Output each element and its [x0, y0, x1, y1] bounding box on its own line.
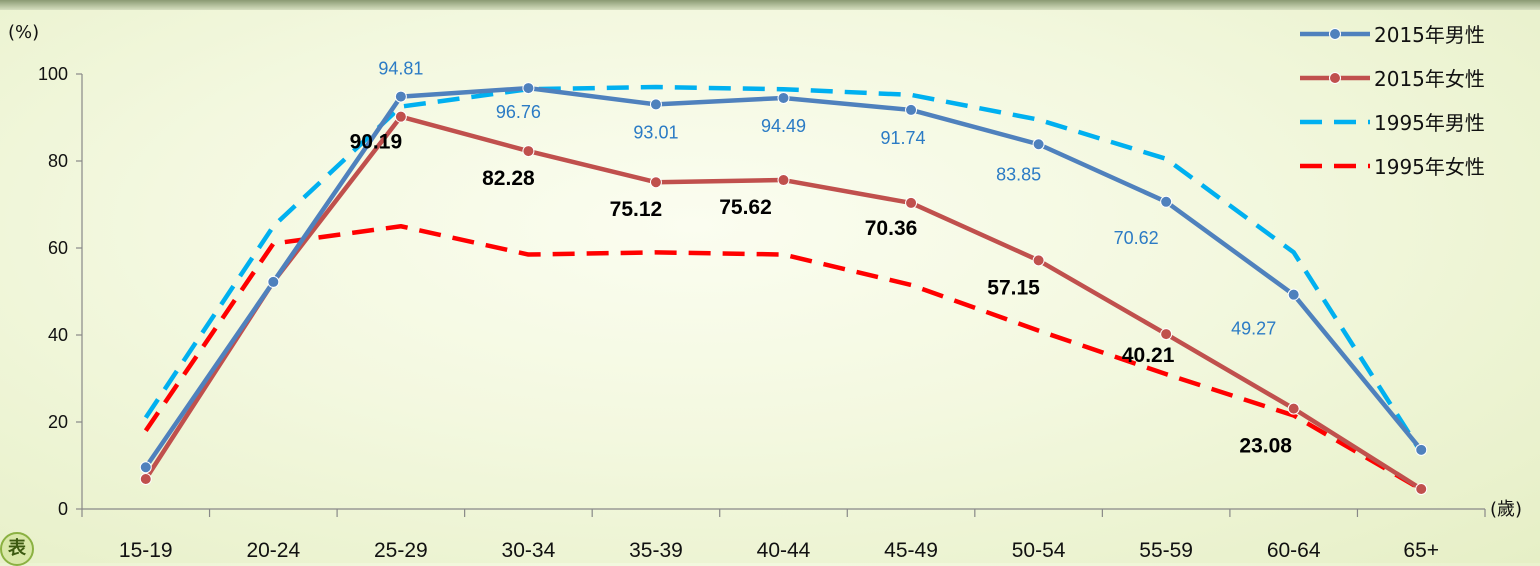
legend-label: 2015年男性 [1374, 23, 1485, 47]
y-tick-label: 40 [48, 325, 68, 345]
data-point [522, 145, 535, 158]
data-label-2015-female: 57.15 [987, 276, 1040, 299]
x-tick-label: 35-39 [629, 539, 683, 562]
data-label-2015-male: 94.49 [761, 116, 806, 136]
x-tick-label: 30-34 [502, 539, 556, 562]
data-point [1032, 254, 1045, 267]
data-label-2015-female: 82.28 [482, 167, 535, 190]
data-point [649, 98, 662, 111]
x-tick-label: 40-44 [757, 539, 811, 562]
series-line-2015年女性 [143, 114, 1423, 491]
data-point [777, 91, 790, 104]
legend-label: 2015年女性 [1374, 67, 1485, 91]
data-label-2015-male: 96.76 [496, 102, 541, 122]
data-label-2015-female: 23.08 [1239, 435, 1292, 458]
legend-marker [1329, 72, 1341, 84]
x-axis-unit: (歲) [1490, 499, 1522, 520]
data-label-2015-female: 40.21 [1122, 344, 1175, 367]
data-label-2015-female: 70.36 [865, 217, 918, 240]
data-label-2015-male: 94.81 [378, 59, 423, 79]
data-label-2015-male: 83.85 [996, 164, 1041, 184]
data-point [905, 196, 918, 209]
legend-marker [1329, 28, 1341, 40]
data-label-2015-male: 93.01 [633, 122, 678, 142]
data-point [139, 461, 152, 474]
data-point [649, 176, 662, 189]
y-axis-unit: (%) [8, 22, 39, 43]
data-label-2015-female: 90.19 [350, 131, 403, 154]
table-badge-icon: 表 [0, 532, 34, 566]
data-point [1287, 288, 1300, 301]
data-point [267, 275, 280, 288]
y-tick-label: 80 [48, 151, 68, 171]
x-tick-label: 60-64 [1267, 539, 1321, 562]
series-line-1995年女性 [143, 224, 1423, 492]
data-point [139, 472, 152, 485]
data-label-2015-female: 75.62 [719, 196, 772, 219]
data-label-2015-male: 91.74 [881, 128, 926, 148]
data-point [777, 174, 790, 187]
series-line-1995年男性 [143, 84, 1424, 454]
data-point [1160, 328, 1173, 341]
data-point [1032, 138, 1045, 151]
data-point [1415, 443, 1428, 456]
data-label-2015-female: 75.12 [610, 198, 663, 221]
legend-label: 1995年女性 [1374, 155, 1485, 179]
series-line-2015年男性 [143, 85, 1423, 469]
x-tick-label: 45-49 [884, 539, 938, 562]
data-point [394, 90, 407, 103]
y-tick-label: 20 [48, 412, 68, 432]
x-tick-label: 50-54 [1012, 539, 1066, 562]
x-tick-label: 15-19 [119, 539, 173, 562]
data-point [1160, 195, 1173, 208]
data-label-2015-male: 70.62 [1114, 228, 1159, 248]
data-label-2015-male: 49.27 [1231, 319, 1276, 339]
x-tick-label: 25-29 [374, 539, 428, 562]
legend-label: 1995年男性 [1374, 111, 1485, 135]
y-tick-label: 0 [58, 499, 68, 519]
data-point [522, 82, 535, 95]
y-tick-label: 100 [38, 64, 68, 84]
x-tick-label: 20-24 [246, 539, 300, 562]
y-tick-label: 60 [48, 238, 68, 258]
x-tick-label: 55-59 [1139, 539, 1193, 562]
top-bar [0, 0, 1540, 10]
x-tick-label: 65+ [1403, 539, 1439, 562]
data-point [905, 103, 918, 116]
data-point [394, 110, 407, 123]
data-point [1415, 482, 1428, 495]
data-point [1287, 402, 1300, 415]
